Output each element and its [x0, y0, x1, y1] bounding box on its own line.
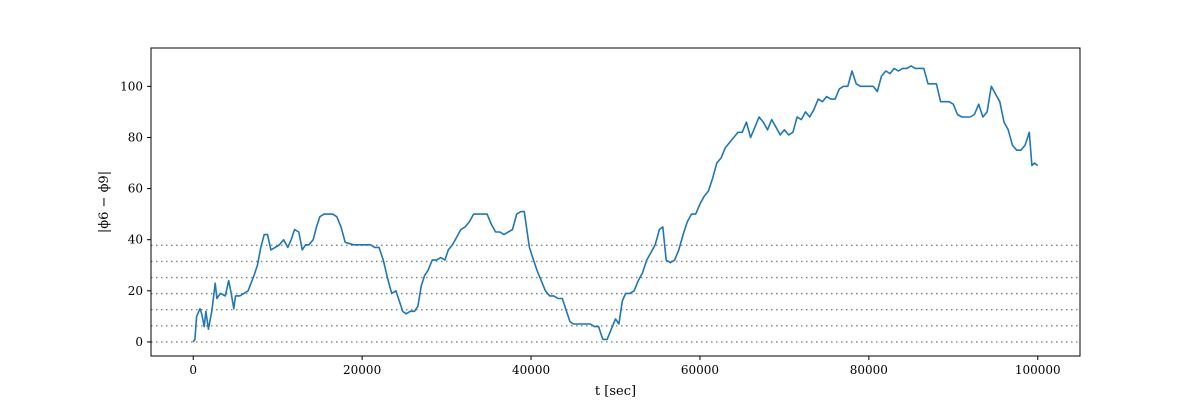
x-tick-label: 100000	[1015, 363, 1061, 377]
x-axis-ticks: 0 20000 40000 60000 80000 100000	[189, 356, 1061, 377]
y-tick-label: 60	[128, 182, 143, 196]
y-tick-label: 40	[128, 233, 143, 247]
y-tick-label: 0	[135, 335, 143, 349]
x-tick-label: 20000	[343, 363, 381, 377]
y-tick-label: 80	[128, 130, 143, 144]
y-axis-ticks: 0 20 40 60 80 100	[120, 79, 151, 349]
x-tick-label: 60000	[681, 363, 719, 377]
axes-frame	[150, 47, 1081, 357]
x-tick-label: 0	[189, 363, 197, 377]
x-tick-label: 40000	[512, 363, 550, 377]
x-tick-label: 80000	[850, 363, 888, 377]
y-tick-label: 20	[128, 284, 143, 298]
reference-lines	[151, 244, 1080, 343]
series-layer	[192, 65, 1039, 343]
series-line-0	[192, 65, 1039, 343]
y-axis-label: |ϕ6 − ϕ9|	[97, 171, 112, 233]
y-tick-label: 100	[120, 79, 143, 93]
x-axis-label: t [sec]	[595, 384, 636, 399]
